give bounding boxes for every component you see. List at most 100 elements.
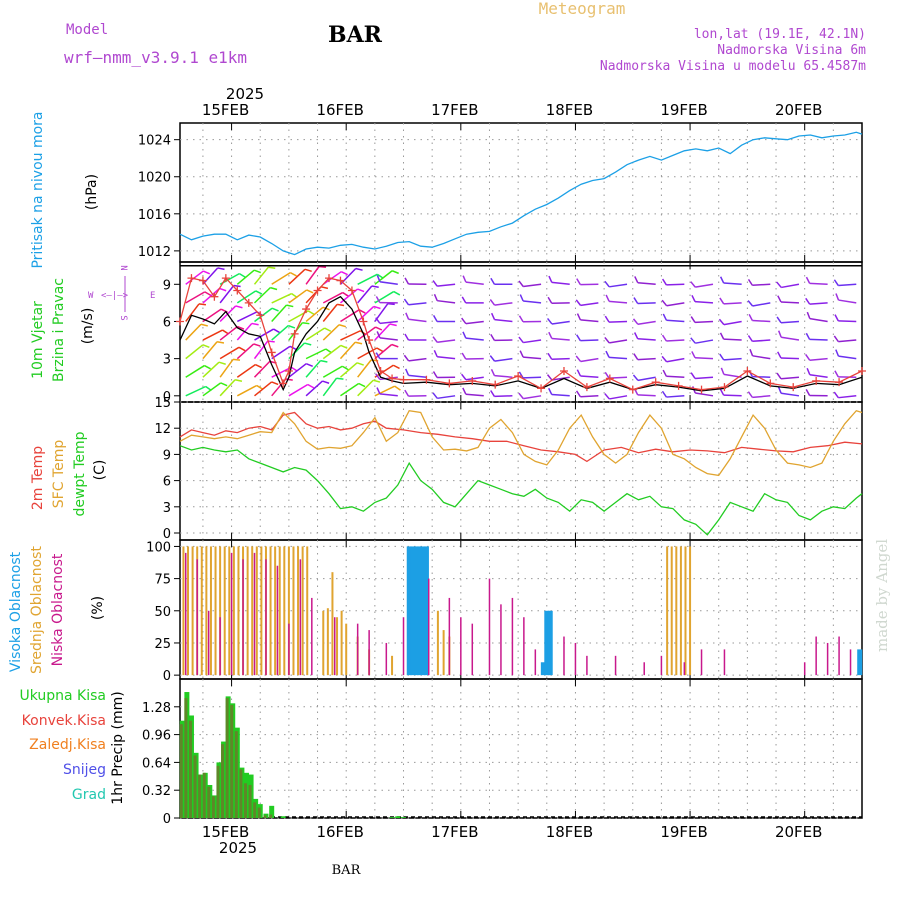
- wind-barb-feather: [233, 284, 241, 288]
- wind-gust-marker: [628, 385, 637, 394]
- wind-barb-feather: [404, 333, 410, 341]
- wind-barb-feather: [462, 275, 467, 283]
- wind-barb-feather: [633, 353, 639, 360]
- convective-precip-bar: [269, 814, 273, 818]
- mid-cloud-axis-title: Srednja Oblacnost: [29, 546, 45, 674]
- wind-barb-feather: [462, 331, 467, 339]
- wind-barb: [809, 357, 828, 361]
- mid-cloud-bar: [306, 546, 309, 676]
- wind-barb-feather: [304, 268, 312, 273]
- wind-barb: [374, 290, 395, 304]
- wind-barb-feather: [202, 344, 210, 349]
- wind-barb-feather: [217, 267, 225, 271]
- wind-barb-feather: [340, 344, 348, 349]
- wind-barb: [339, 267, 357, 285]
- wind-barb-feather: [490, 333, 496, 341]
- top-date-label: 19FEB: [660, 101, 707, 119]
- wind-barb: [271, 304, 287, 322]
- wind-barb: [781, 336, 800, 341]
- convective-precip-bar: [225, 698, 229, 818]
- panel-0-ytick-label: 1012: [138, 245, 171, 260]
- wind-barb-feather: [805, 332, 811, 340]
- wind-barb-feather: [404, 277, 410, 285]
- wind-barb-feather: [200, 323, 208, 327]
- wind-gust-marker: [743, 367, 752, 376]
- wind-barb: [666, 319, 685, 323]
- wind-barb: [723, 320, 742, 326]
- wind-barb-feather: [256, 384, 264, 390]
- wind-gust-marker: [365, 336, 374, 345]
- low-cloud-bar: [311, 597, 313, 676]
- wind-barb-feather: [255, 363, 262, 369]
- wind-barb: [637, 376, 656, 382]
- low-cloud-bar: [184, 552, 187, 676]
- wind-barb-feather: [270, 286, 278, 291]
- wind-barb: [780, 357, 799, 360]
- low-cloud-bar: [700, 649, 703, 676]
- wind-barb: [219, 285, 235, 304]
- wind-barb-feather: [433, 350, 438, 358]
- wind-axis-title-2: Brzina i Pravac: [51, 278, 67, 382]
- compass-s: S: [118, 315, 128, 320]
- wind-barb: [494, 374, 513, 378]
- wind-barb-feather: [690, 316, 696, 323]
- panel-3-ytick-label: 100: [146, 540, 171, 555]
- wind-barb: [305, 306, 324, 323]
- wind-gust-marker: [244, 298, 253, 307]
- wind-barb: [494, 357, 513, 362]
- top-year-label: 2025: [226, 85, 264, 103]
- high-cloud-bar: [857, 649, 863, 676]
- mid-cloud-bar: [214, 546, 217, 676]
- wind-barb-feather: [338, 324, 347, 328]
- panel-3-ytick-label: 25: [154, 637, 171, 652]
- wind-barb: [637, 338, 656, 341]
- wind-barb-feather: [719, 353, 725, 361]
- wind-barb-feather: [234, 378, 243, 383]
- wind-barb: [523, 339, 542, 344]
- wind-barb-feather: [719, 276, 725, 284]
- wind-barb-feather: [376, 331, 381, 339]
- wind-barb-feather: [805, 276, 811, 284]
- wind-barb: [185, 291, 206, 304]
- top-date-label: 15FEB: [202, 101, 249, 119]
- wind-barb: [236, 363, 256, 378]
- wind-gust-marker: [468, 376, 477, 385]
- wind-gust-marker: [674, 381, 683, 390]
- wind-barb-feather: [518, 315, 524, 323]
- wind-barb: [694, 300, 714, 304]
- wind-barb: [465, 376, 484, 381]
- compass-e: E: [150, 291, 155, 301]
- low-cloud-bar: [723, 649, 726, 676]
- low-cloud-bar: [574, 642, 577, 676]
- station-title: BAR: [328, 22, 383, 48]
- wind-barb-feather: [358, 309, 366, 314]
- wind-barb: [523, 300, 542, 304]
- low-cloud-bar: [230, 552, 233, 676]
- low-cloud-bar: [196, 559, 198, 676]
- wind-barb-feather: [336, 377, 344, 380]
- wind-barb-feather: [777, 295, 782, 303]
- model-name: wrf–nmm_v3.9.1 e1km: [64, 48, 247, 67]
- wind-barb: [271, 292, 292, 304]
- wind-barb-feather: [375, 326, 383, 331]
- wind-gust-marker: [267, 348, 276, 357]
- bottom-date-label: 18FEB: [546, 823, 593, 841]
- legend-hail: Grad: [72, 787, 106, 803]
- wind-barb-feather: [576, 313, 582, 321]
- wind-gust-marker: [198, 276, 207, 285]
- low-cloud-bar: [803, 662, 806, 676]
- temp-unit-label: (C): [92, 460, 108, 481]
- wind-gust-marker: [399, 375, 408, 384]
- wind-barb: [236, 269, 255, 285]
- wind-barb-feather: [341, 365, 349, 371]
- wind-barb: [580, 395, 599, 398]
- wind-barb: [340, 382, 360, 397]
- wind-barb-feather: [204, 291, 212, 297]
- wind-barb-feather: [238, 346, 246, 352]
- wind-barb: [379, 337, 398, 341]
- high-cloud-bar: [420, 546, 426, 676]
- wind-barb-feather: [575, 299, 582, 306]
- wind-gust-marker: [279, 379, 288, 388]
- mid-cloud-bar: [223, 546, 226, 676]
- panel-4-ytick-label: 0.32: [142, 784, 171, 799]
